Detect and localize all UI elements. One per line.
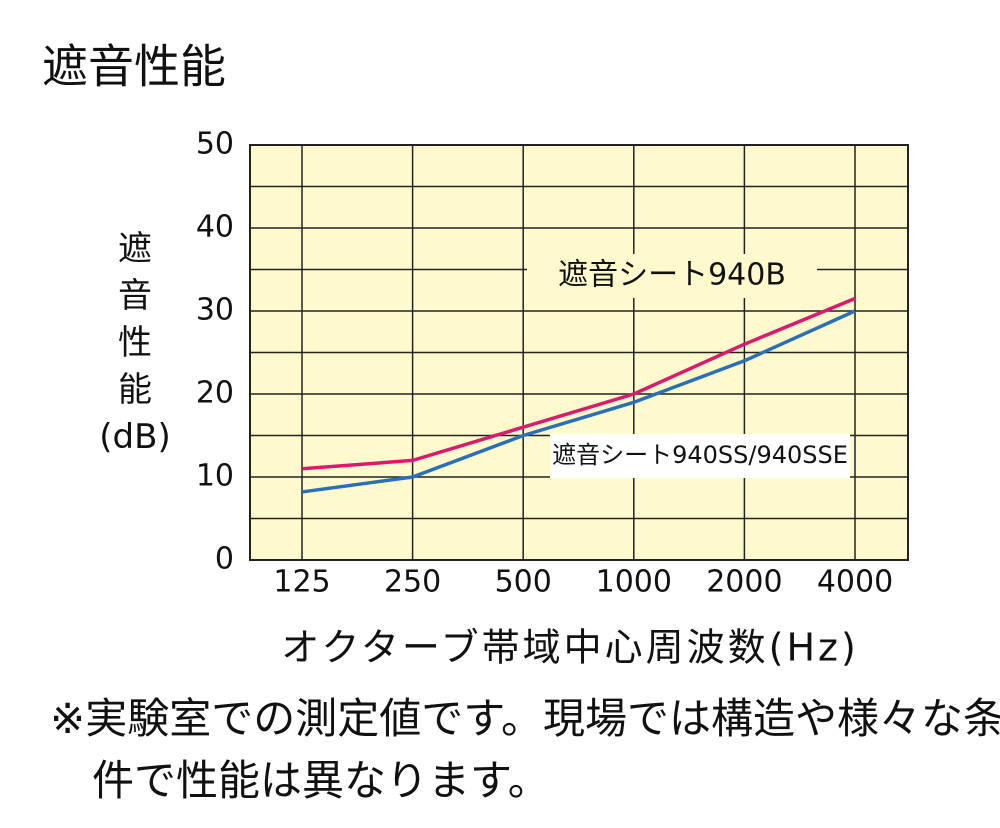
x-tick-label: 4000 xyxy=(817,565,893,600)
y-tick-label: 0 xyxy=(215,542,234,577)
x-tick-label: 250 xyxy=(384,565,441,600)
y-tick-label: 10 xyxy=(196,459,234,494)
label-background xyxy=(550,434,850,478)
x-axis-title: オクターブ帯域中心周波数(Hz) xyxy=(281,626,859,670)
y-tick-label: 40 xyxy=(196,210,234,245)
y-tick-label: 30 xyxy=(196,293,234,328)
y-axis-title: 遮音性能(dB) xyxy=(99,229,170,457)
series-label: 遮音シート940SS/940SSE xyxy=(552,441,848,469)
series-line xyxy=(301,309,856,494)
x-tick-label: 1000 xyxy=(596,565,672,600)
x-tick-label: 500 xyxy=(495,565,552,600)
label-background xyxy=(527,254,817,298)
y-tick-label: 50 xyxy=(196,127,234,162)
series-label: 遮音シート940B xyxy=(558,258,786,293)
page-title: 遮音性能 xyxy=(42,40,226,94)
footnote: ※実験室での測定値です。現場では構造や様々な条件で性能は異なります。 xyxy=(50,694,1000,805)
y-tick-label: 20 xyxy=(196,376,234,411)
x-tick-label: 2000 xyxy=(706,565,782,600)
series-line xyxy=(301,296,856,471)
plot-border xyxy=(249,144,909,561)
x-tick-label: 125 xyxy=(273,565,330,600)
